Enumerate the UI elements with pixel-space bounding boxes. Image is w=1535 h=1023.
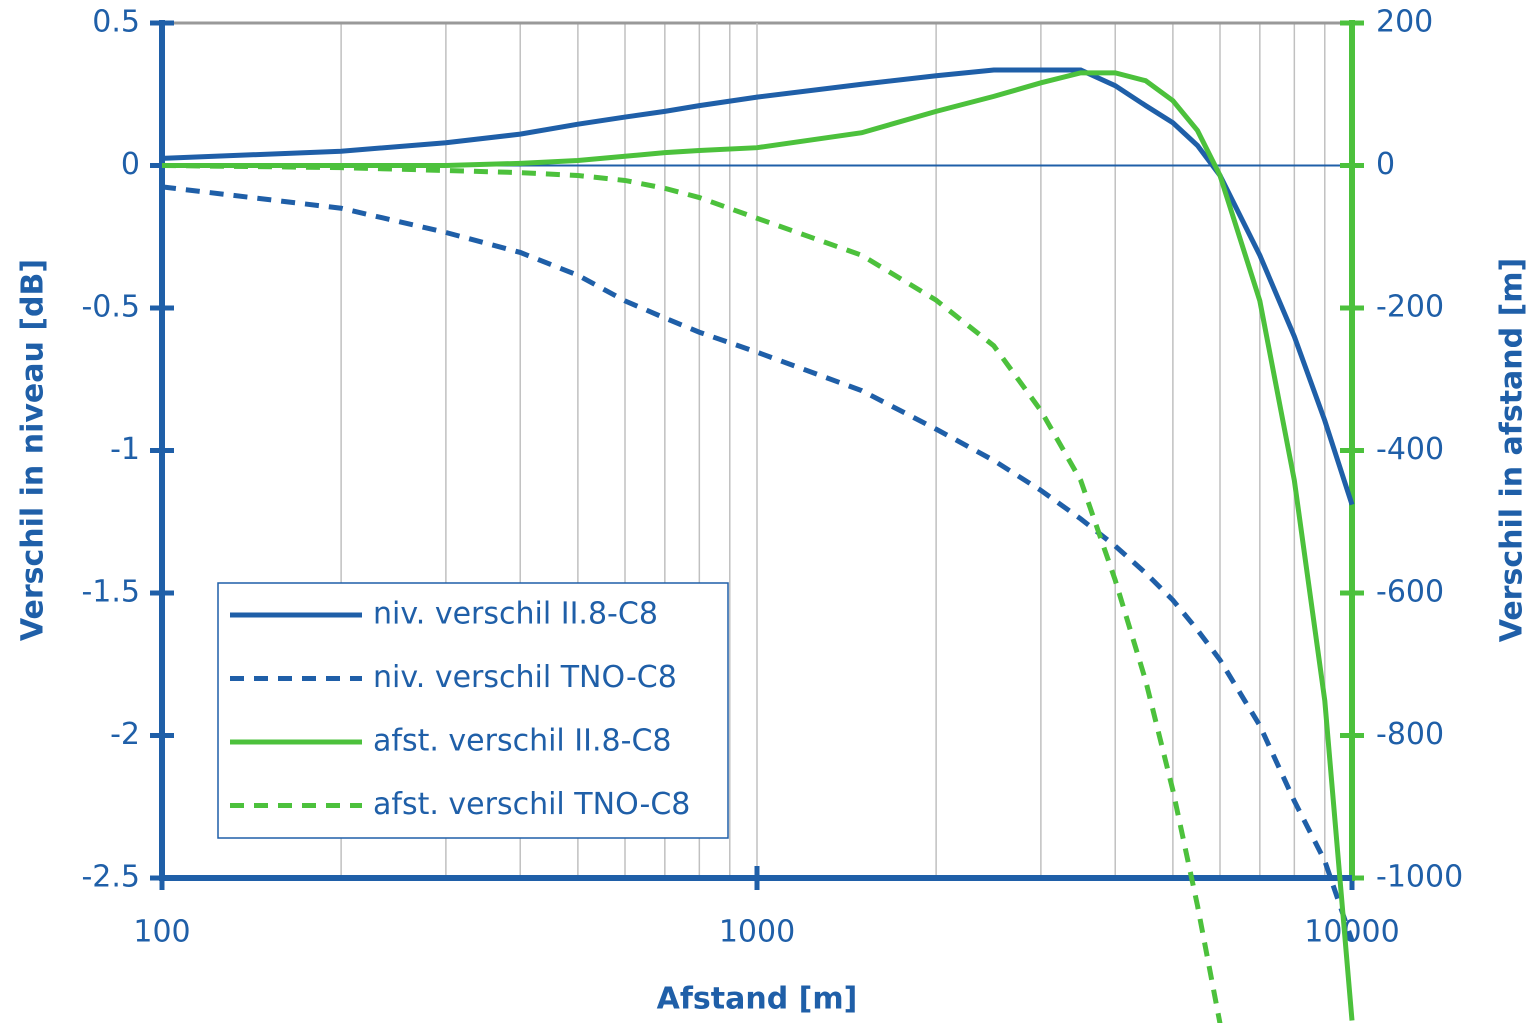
y2-tick-label: -400: [1376, 432, 1444, 467]
legend-label: afst. verschil II.8-C8: [373, 724, 671, 759]
series-line: [161, 184, 1355, 942]
y2-tick-label: 0: [1376, 147, 1395, 182]
y2-tick-label: -1000: [1376, 860, 1463, 895]
y-tick-label: -2.5: [81, 860, 140, 895]
legend-box: [217, 582, 729, 839]
y-tick-label: -2: [110, 717, 140, 752]
series-line: [162, 70, 1355, 1021]
y-tick-label: -1.5: [81, 575, 140, 610]
y-tick-label: -0.5: [81, 290, 140, 325]
y2-tick-label: -600: [1376, 575, 1444, 610]
y2-tick-label: 200: [1376, 5, 1433, 40]
y-tick-label: 0: [121, 147, 140, 182]
y2-tick-label: -200: [1376, 290, 1444, 325]
y-tick-label: -1: [110, 432, 140, 467]
y2-tick-label: -800: [1376, 717, 1444, 752]
x-tick-label: 1000: [719, 915, 795, 950]
x-tick-label: 100: [133, 915, 190, 950]
y-tick-label: 0.5: [92, 5, 140, 40]
series-line: [161, 67, 1355, 506]
x-axis-title: Afstand [m]: [657, 982, 858, 1017]
y2-axis-title: Verschil in afstand [m]: [1495, 258, 1530, 643]
x-tick-label: 10000: [1304, 915, 1399, 950]
y-axis-title: Verschil in niveau [dB]: [16, 259, 51, 641]
legend-label: afst. verschil TNO-C8: [373, 787, 690, 822]
legend-label: niv. verschil II.8-C8: [373, 597, 658, 632]
legend-label: niv. verschil TNO-C8: [373, 660, 677, 695]
